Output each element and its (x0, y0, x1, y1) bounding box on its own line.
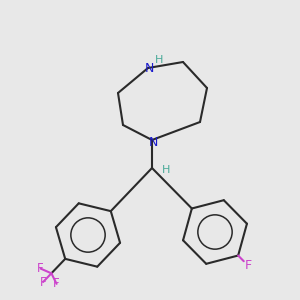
Text: F: F (40, 275, 46, 289)
Text: F: F (38, 262, 44, 275)
Text: F: F (244, 259, 251, 272)
Text: N: N (148, 136, 158, 148)
Text: F: F (53, 277, 60, 290)
Text: H: H (155, 55, 163, 65)
Text: H: H (162, 165, 170, 175)
Text: N: N (144, 62, 154, 76)
